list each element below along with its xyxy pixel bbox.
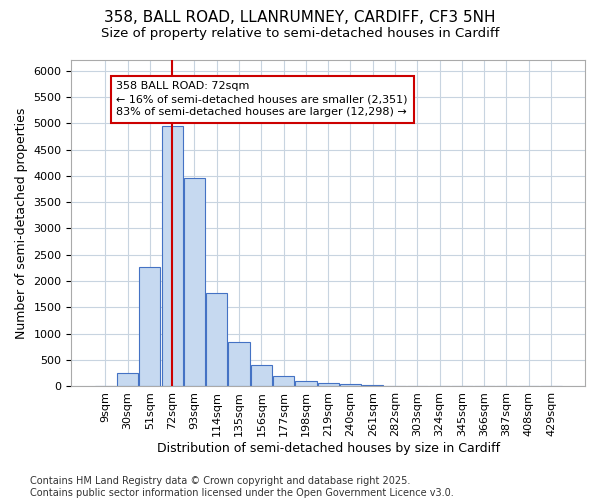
Text: Contains HM Land Registry data © Crown copyright and database right 2025.
Contai: Contains HM Land Registry data © Crown c… bbox=[30, 476, 454, 498]
Bar bbox=[295, 381, 317, 386]
Bar bbox=[117, 373, 138, 386]
Text: 358, BALL ROAD, LLANRUMNEY, CARDIFF, CF3 5NH: 358, BALL ROAD, LLANRUMNEY, CARDIFF, CF3… bbox=[104, 10, 496, 25]
Bar bbox=[251, 366, 272, 386]
Y-axis label: Number of semi-detached properties: Number of semi-detached properties bbox=[15, 108, 28, 339]
X-axis label: Distribution of semi-detached houses by size in Cardiff: Distribution of semi-detached houses by … bbox=[157, 442, 500, 455]
Bar bbox=[139, 268, 160, 386]
Bar bbox=[273, 376, 294, 386]
Text: Size of property relative to semi-detached houses in Cardiff: Size of property relative to semi-detach… bbox=[101, 28, 499, 40]
Bar bbox=[229, 342, 250, 386]
Bar bbox=[184, 178, 205, 386]
Bar bbox=[317, 384, 339, 386]
Bar bbox=[206, 292, 227, 386]
Text: 358 BALL ROAD: 72sqm
← 16% of semi-detached houses are smaller (2,351)
83% of se: 358 BALL ROAD: 72sqm ← 16% of semi-detac… bbox=[116, 81, 408, 118]
Bar bbox=[340, 384, 361, 386]
Bar bbox=[161, 126, 183, 386]
